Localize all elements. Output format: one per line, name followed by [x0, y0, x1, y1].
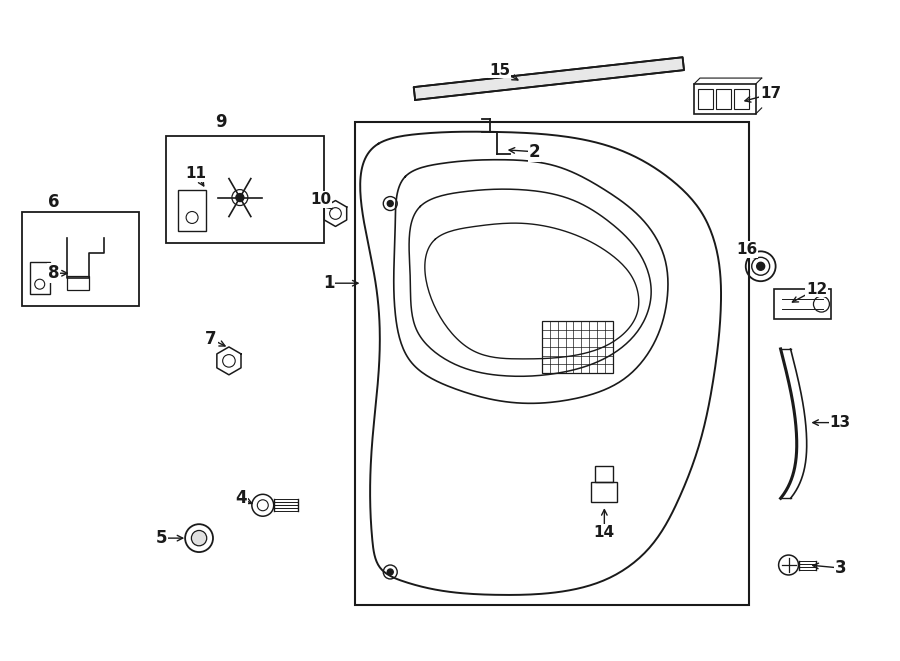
Polygon shape — [414, 58, 684, 100]
Text: 10: 10 — [310, 192, 331, 207]
Text: 11: 11 — [185, 166, 207, 181]
Text: 8: 8 — [48, 264, 59, 282]
Text: 4: 4 — [235, 489, 247, 507]
Bar — [774, 289, 832, 319]
Text: 17: 17 — [760, 87, 781, 102]
Circle shape — [387, 200, 393, 206]
Bar — [178, 190, 206, 231]
Bar — [734, 89, 749, 109]
Text: 15: 15 — [490, 63, 510, 77]
Text: 7: 7 — [205, 330, 217, 348]
Text: 14: 14 — [594, 525, 615, 539]
Text: 6: 6 — [48, 192, 59, 211]
Bar — [596, 467, 613, 483]
Bar — [591, 483, 617, 502]
Bar — [67, 276, 88, 290]
Bar — [698, 89, 713, 109]
Circle shape — [192, 531, 207, 546]
Text: 1: 1 — [323, 274, 334, 292]
Bar — [716, 89, 731, 109]
Text: 9: 9 — [215, 113, 227, 131]
Circle shape — [236, 194, 244, 202]
Text: 12: 12 — [806, 282, 827, 297]
Bar — [30, 262, 50, 294]
Text: 3: 3 — [834, 559, 846, 577]
Bar — [694, 84, 756, 114]
Bar — [22, 212, 140, 306]
Text: 2: 2 — [529, 143, 541, 161]
Bar — [542, 321, 613, 373]
Text: 5: 5 — [156, 529, 167, 547]
Bar — [356, 122, 749, 605]
Text: 16: 16 — [736, 242, 758, 257]
Bar — [166, 136, 323, 243]
Text: 13: 13 — [830, 415, 850, 430]
Circle shape — [387, 569, 393, 575]
Circle shape — [757, 262, 765, 270]
